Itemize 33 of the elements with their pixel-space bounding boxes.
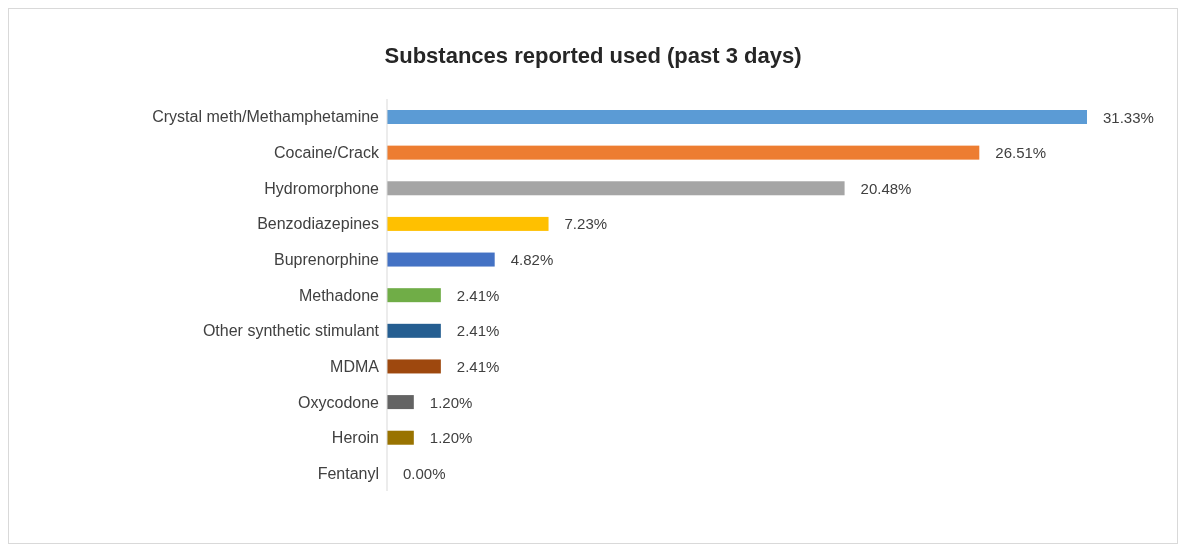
- bar: [387, 288, 441, 303]
- data-label: 26.51%: [995, 144, 1047, 162]
- data-label: 2.41%: [456, 322, 500, 340]
- data-label: 7.23%: [564, 215, 608, 233]
- bar: [387, 145, 980, 160]
- y-tick-label: MDMA: [330, 357, 380, 375]
- data-label: 0.00%: [403, 464, 446, 482]
- y-tick-label: Benzodiazepines: [257, 215, 379, 233]
- data-label: 4.82%: [510, 251, 554, 269]
- y-tick-label: Heroin: [331, 429, 379, 447]
- bar: [387, 252, 495, 267]
- y-tick-label: Fentanyl: [317, 464, 379, 482]
- bar: [387, 395, 414, 410]
- y-tick-label: Buprenorphine: [274, 251, 380, 269]
- data-label: 1.20%: [429, 429, 473, 447]
- data-label: 2.41%: [456, 286, 500, 304]
- bar: [387, 323, 441, 338]
- bar: [387, 430, 414, 445]
- chart-title: Substances reported used (past 3 days): [383, 42, 803, 70]
- bar: [387, 216, 549, 231]
- y-tick-label: Oxycodone: [298, 393, 380, 411]
- data-label: 31.33%: [1103, 108, 1154, 126]
- y-tick-label: Methadone: [298, 286, 380, 304]
- bar: [387, 181, 845, 196]
- data-label: 20.48%: [860, 179, 912, 197]
- y-tick-label: Crystal meth/Methamphetamine: [152, 108, 380, 126]
- y-tick-label: Cocaine/Crack: [274, 144, 380, 162]
- y-tick-label: Other synthetic stimulant: [202, 322, 380, 340]
- bar: [387, 110, 1087, 124]
- bar: [387, 359, 441, 374]
- data-label: 2.41%: [456, 357, 500, 375]
- data-label: 1.20%: [429, 393, 473, 411]
- y-tick-label: Hydromorphone: [264, 179, 380, 197]
